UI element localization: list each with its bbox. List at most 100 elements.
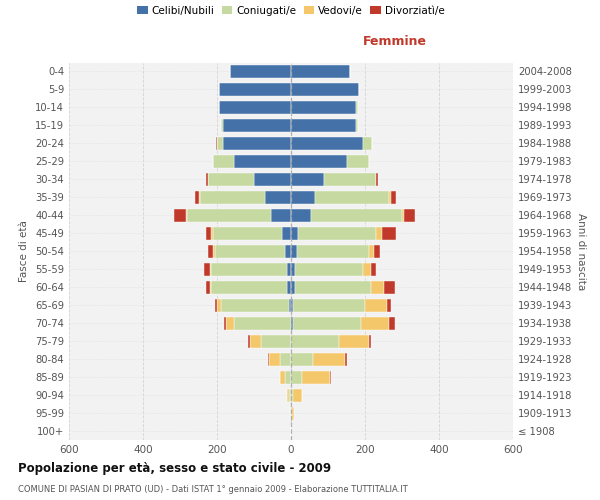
Bar bbox=[339, 334, 369, 347]
Bar bbox=[199, 191, 200, 204]
Bar bbox=[363, 137, 373, 150]
Bar bbox=[262, 334, 291, 347]
Bar bbox=[291, 101, 356, 114]
Bar bbox=[214, 155, 233, 168]
Bar bbox=[221, 119, 223, 132]
Bar bbox=[291, 65, 350, 78]
Bar bbox=[204, 263, 209, 276]
Bar bbox=[215, 245, 286, 258]
Bar bbox=[287, 388, 289, 402]
Bar bbox=[215, 298, 217, 312]
Bar bbox=[356, 101, 358, 114]
Bar bbox=[289, 298, 291, 312]
Bar bbox=[356, 119, 358, 132]
Bar bbox=[313, 352, 344, 366]
Bar bbox=[389, 316, 395, 330]
Bar bbox=[383, 280, 395, 293]
Bar bbox=[369, 155, 370, 168]
Bar bbox=[224, 316, 226, 330]
Bar bbox=[387, 298, 391, 312]
Bar bbox=[376, 173, 378, 186]
Bar bbox=[223, 119, 291, 132]
Bar bbox=[206, 173, 208, 186]
Bar bbox=[223, 137, 291, 150]
Bar bbox=[347, 155, 368, 168]
Bar bbox=[211, 263, 287, 276]
Bar bbox=[369, 334, 371, 347]
Bar bbox=[195, 191, 199, 204]
Bar bbox=[374, 245, 380, 258]
Bar bbox=[209, 263, 211, 276]
Bar bbox=[282, 227, 291, 239]
Bar bbox=[208, 173, 254, 186]
Bar bbox=[291, 263, 295, 276]
Bar bbox=[291, 352, 313, 366]
Bar bbox=[293, 316, 361, 330]
Text: COMUNE DI PASIAN DI PRATO (UD) - Dati ISTAT 1° gennaio 2009 - Elaborazione TUTTI: COMUNE DI PASIAN DI PRATO (UD) - Dati IS… bbox=[18, 484, 408, 494]
Bar bbox=[371, 263, 376, 276]
Bar bbox=[216, 137, 217, 150]
Bar bbox=[291, 370, 302, 384]
Bar bbox=[315, 191, 389, 204]
Bar bbox=[211, 280, 287, 293]
Bar bbox=[219, 83, 291, 96]
Bar bbox=[291, 209, 311, 222]
Bar bbox=[371, 280, 383, 293]
Bar bbox=[291, 227, 298, 239]
Bar bbox=[293, 388, 302, 402]
Bar bbox=[291, 316, 293, 330]
Bar bbox=[206, 227, 211, 239]
Bar bbox=[185, 209, 187, 222]
Bar bbox=[291, 334, 339, 347]
Bar bbox=[221, 298, 289, 312]
Bar bbox=[330, 370, 331, 384]
Bar bbox=[291, 298, 293, 312]
Bar bbox=[291, 83, 359, 96]
Bar bbox=[369, 245, 374, 258]
Bar bbox=[291, 191, 315, 204]
Bar bbox=[291, 280, 295, 293]
Bar bbox=[291, 137, 363, 150]
Bar bbox=[292, 406, 293, 420]
Text: Femmine: Femmine bbox=[364, 35, 427, 48]
Bar bbox=[286, 370, 291, 384]
Bar bbox=[287, 263, 291, 276]
Bar bbox=[254, 173, 291, 186]
Bar bbox=[226, 316, 233, 330]
Bar bbox=[187, 209, 271, 222]
Bar bbox=[214, 245, 215, 258]
Bar bbox=[233, 155, 291, 168]
Bar bbox=[404, 209, 415, 222]
Bar bbox=[286, 245, 291, 258]
Bar bbox=[295, 280, 371, 293]
Bar bbox=[269, 352, 280, 366]
Bar bbox=[212, 155, 214, 168]
Bar bbox=[361, 316, 389, 330]
Bar bbox=[363, 263, 371, 276]
Bar bbox=[217, 137, 223, 150]
Bar bbox=[271, 209, 291, 222]
Bar bbox=[293, 298, 365, 312]
Bar bbox=[291, 119, 356, 132]
Bar bbox=[391, 191, 397, 204]
Bar bbox=[291, 173, 325, 186]
Bar bbox=[289, 388, 291, 402]
Bar bbox=[365, 298, 387, 312]
Bar bbox=[291, 388, 293, 402]
Bar bbox=[208, 245, 214, 258]
Bar bbox=[296, 245, 369, 258]
Bar bbox=[311, 209, 402, 222]
Bar bbox=[290, 406, 291, 420]
Y-axis label: Fasce di età: Fasce di età bbox=[19, 220, 29, 282]
Bar bbox=[291, 155, 347, 168]
Text: Popolazione per età, sesso e stato civile - 2009: Popolazione per età, sesso e stato civil… bbox=[18, 462, 331, 475]
Bar bbox=[200, 191, 265, 204]
Bar bbox=[175, 209, 185, 222]
Bar bbox=[298, 227, 376, 239]
Bar bbox=[265, 191, 291, 204]
Legend: Celibi/Nubili, Coniugati/e, Vedovi/e, Divorziatì/e: Celibi/Nubili, Coniugati/e, Vedovi/e, Di… bbox=[135, 4, 447, 18]
Bar bbox=[376, 227, 382, 239]
Bar bbox=[302, 370, 330, 384]
Y-axis label: Anni di nascita: Anni di nascita bbox=[576, 212, 586, 290]
Bar bbox=[344, 352, 347, 366]
